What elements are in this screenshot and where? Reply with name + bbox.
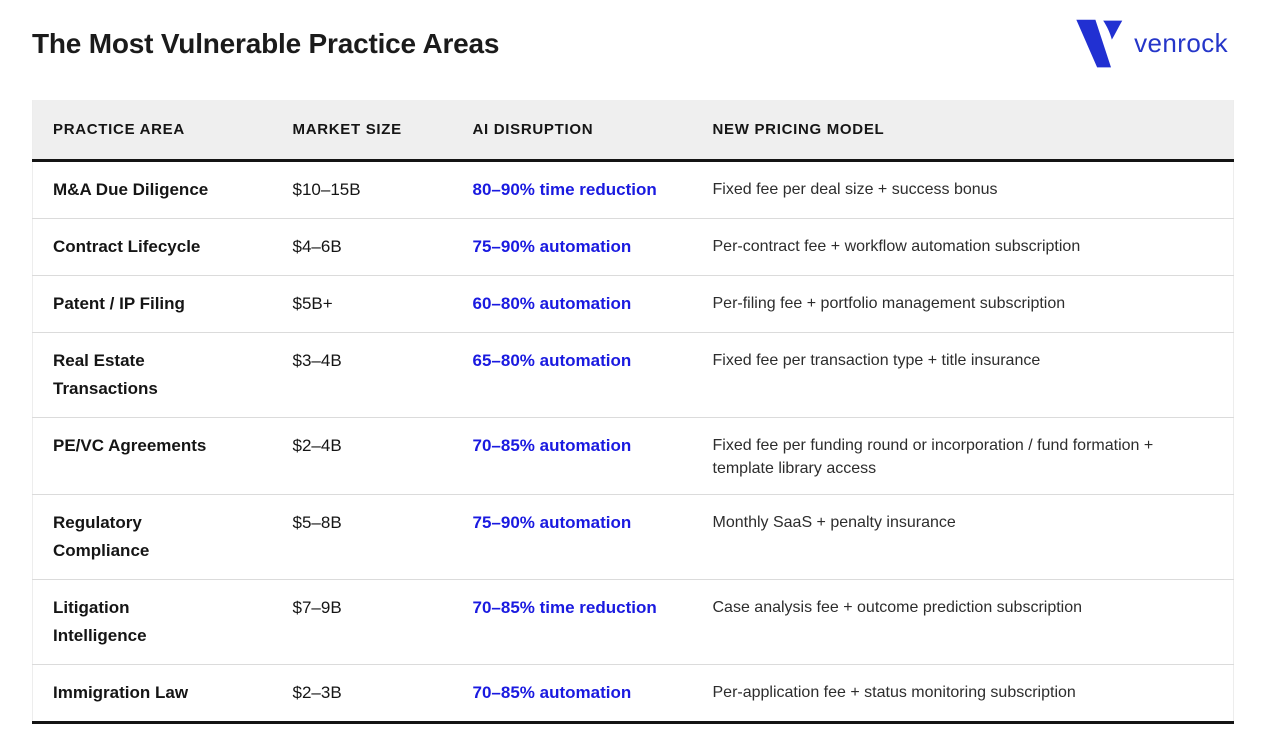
pricing-model-cell: Fixed fee per deal size + success bonus [692,160,1234,219]
table-header-row: PRACTICE AREA MARKET SIZE AI DISRUPTION … [32,100,1234,162]
practice-area-cell: Regulatory Compliance [32,494,273,580]
market-size-cell: $2–4B [272,417,453,495]
practice-area-cell: Litigation Intelligence [32,579,273,665]
table-row: Patent / IP Filing $5B+ 60–80% automatio… [32,275,1234,333]
pricing-model-cell: Per-filing fee + portfolio management su… [692,275,1234,333]
page-header: The Most Vulnerable Practice Areas venro… [0,0,1272,72]
ai-disruption-cell: 80–90% time reduction [452,160,693,219]
practice-area-cell: Patent / IP Filing [32,275,273,333]
venrock-logo: venrock [1072,16,1228,72]
market-size-cell: $7–9B [272,579,453,665]
ai-disruption-cell: 70–85% time reduction [452,579,693,665]
table-row: Immigration Law $2–3B 70–85% automation … [32,664,1234,723]
practice-areas-table: PRACTICE AREA MARKET SIZE AI DISRUPTION … [32,100,1234,724]
column-header-pricing-model: NEW PRICING MODEL [692,100,1234,162]
practice-area-cell: M&A Due Diligence [32,160,273,219]
table-row: Regulatory Compliance $5–8B 75–90% autom… [32,494,1234,580]
table-row: M&A Due Diligence $10–15B 80–90% time re… [32,160,1234,219]
pricing-model-cell: Per-application fee + status monitoring … [692,664,1234,723]
ai-disruption-cell: 75–90% automation [452,218,693,276]
pricing-model-cell: Fixed fee per transaction type + title i… [692,332,1234,418]
pricing-model-cell: Fixed fee per funding round or incorpora… [692,417,1234,495]
market-size-cell: $4–6B [272,218,453,276]
market-size-cell: $10–15B [272,160,453,219]
ai-disruption-cell: 60–80% automation [452,275,693,333]
venrock-v-icon [1072,16,1124,72]
table-row: PE/VC Agreements $2–4B 70–85% automation… [32,417,1234,495]
market-size-cell: $5B+ [272,275,453,333]
pricing-model-cell: Per-contract fee + workflow automation s… [692,218,1234,276]
column-header-practice-area: PRACTICE AREA [32,100,273,162]
practice-area-cell: Real Estate Transactions [32,332,273,418]
ai-disruption-cell: 70–85% automation [452,417,693,495]
column-header-ai-disruption: AI DISRUPTION [452,100,693,162]
practice-area-cell: Contract Lifecycle [32,218,273,276]
market-size-cell: $3–4B [272,332,453,418]
column-header-market-size: MARKET SIZE [272,100,453,162]
pricing-model-cell: Monthly SaaS + penalty insurance [692,494,1234,580]
table-row: Real Estate Transactions $3–4B 65–80% au… [32,332,1234,418]
venrock-wordmark: venrock [1134,27,1228,58]
pricing-model-cell: Case analysis fee + outcome prediction s… [692,579,1234,665]
table-row: Contract Lifecycle $4–6B 75–90% automati… [32,218,1234,276]
ai-disruption-cell: 75–90% automation [452,494,693,580]
page-title: The Most Vulnerable Practice Areas [32,28,500,59]
practice-area-cell: PE/VC Agreements [32,417,273,495]
ai-disruption-cell: 65–80% automation [452,332,693,418]
practice-area-cell: Immigration Law [32,664,273,723]
market-size-cell: $5–8B [272,494,453,580]
ai-disruption-cell: 70–85% automation [452,664,693,723]
market-size-cell: $2–3B [272,664,453,723]
table-row: Litigation Intelligence $7–9B 70–85% tim… [32,579,1234,665]
